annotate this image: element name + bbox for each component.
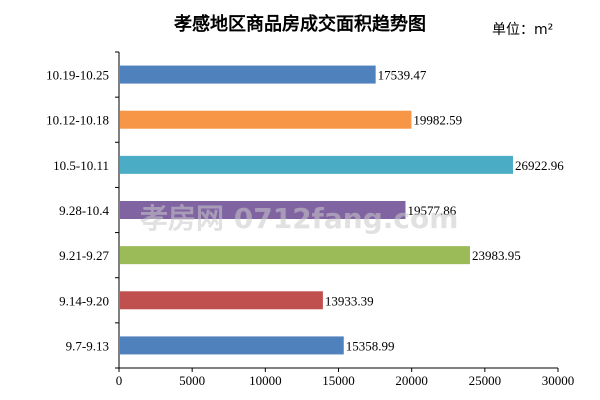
value-label: 19577.86 <box>407 203 456 218</box>
x-tick-label: 10000 <box>249 373 282 388</box>
chart-title: 孝感地区商品房成交面积趋势图 <box>173 13 426 35</box>
bar <box>120 65 376 84</box>
x-tick-label: 30000 <box>542 373 575 388</box>
category-label: 10.12-10.18 <box>46 113 109 128</box>
plot-area: 0 5000 10000 15000 20000 25000 30000 10.19-10.2… <box>46 51 575 388</box>
bar <box>120 336 344 355</box>
category-label: 10.19-10.25 <box>46 68 109 83</box>
value-label: 17539.47 <box>378 68 427 83</box>
watermark: 孝房网 0712fang.com <box>140 202 458 235</box>
category-label: 9.28-10.4 <box>59 203 109 218</box>
value-label: 15358.99 <box>346 338 395 353</box>
x-tick-label: 25000 <box>469 373 502 388</box>
bar <box>120 291 323 310</box>
value-label: 13933.39 <box>325 293 374 308</box>
bar <box>120 201 406 219</box>
value-label: 26922.96 <box>515 158 564 173</box>
x-tick-label: 15000 <box>322 373 355 388</box>
category-label: 9.21-9.27 <box>59 248 109 263</box>
category-label: 9.7-9.13 <box>66 338 109 353</box>
bar <box>120 155 513 174</box>
x-tick-label: 0 <box>116 373 123 388</box>
category-label: 9.14-9.20 <box>59 293 109 308</box>
x-tick-label: 20000 <box>395 373 428 388</box>
value-label: 23983.95 <box>472 248 521 263</box>
x-tick-label: 5000 <box>179 373 205 388</box>
category-label: 10.5-10.11 <box>53 158 109 173</box>
bar <box>120 110 412 129</box>
bar <box>120 246 470 265</box>
unit-label: 单位：m² <box>492 22 553 38</box>
value-label: 19982.59 <box>413 113 462 128</box>
